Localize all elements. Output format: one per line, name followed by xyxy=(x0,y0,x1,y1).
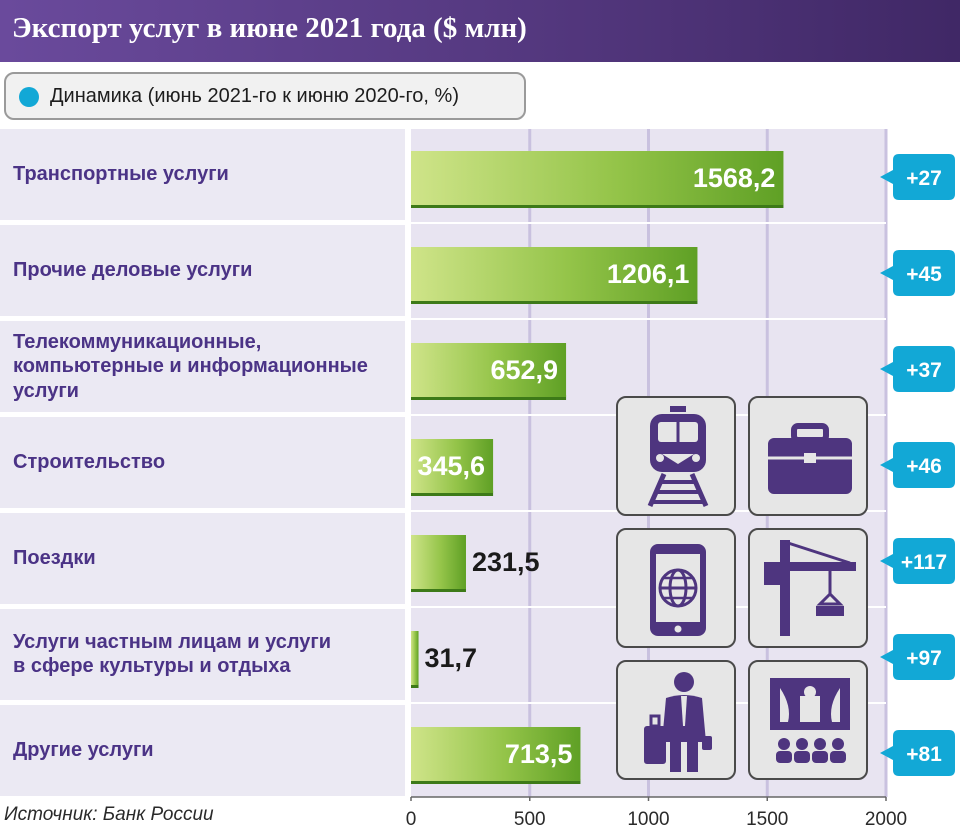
bar xyxy=(411,247,698,301)
category-label-line: компьютерные и информационные xyxy=(13,355,368,378)
bar xyxy=(411,631,419,685)
dynamics-label: +45 xyxy=(906,263,942,286)
bar-value-label: 1206,1 xyxy=(607,259,690,289)
bar xyxy=(411,343,567,397)
category-band xyxy=(0,225,405,316)
category-band xyxy=(0,129,405,220)
category-label: Другие услуги xyxy=(13,738,154,762)
dynamics-label: +81 xyxy=(906,743,942,766)
dynamics-badge xyxy=(880,346,955,392)
category-label-line: Другие услуги xyxy=(13,739,154,762)
category-label: Прочие деловые услуги xyxy=(13,258,252,282)
x-tick-label: 1500 xyxy=(746,809,788,830)
bar-value-label: 652,9 xyxy=(490,355,558,385)
bar-shadow xyxy=(411,395,567,400)
category-label-line: услуги xyxy=(13,379,79,402)
legend-marker xyxy=(19,87,39,107)
category-label-line: Услуги частным лицам и услуги xyxy=(13,631,332,654)
category-band xyxy=(0,417,405,508)
bar xyxy=(411,535,466,589)
category-label: Услуги частным лицам и услуги в сфере кул… xyxy=(13,630,331,679)
dynamics-badge xyxy=(880,634,955,680)
x-tick-label: 500 xyxy=(514,809,546,830)
category-label-line: в сфере культуры и отдыха xyxy=(13,655,291,678)
category-label: Поездки xyxy=(13,546,96,570)
x-tick-label: 0 xyxy=(406,809,417,830)
category-label-line: Транспортные услуги xyxy=(13,163,229,186)
x-tick-label: 2000 xyxy=(865,809,907,830)
dynamics-label: +117 xyxy=(901,551,947,574)
category-band xyxy=(0,513,405,604)
theater-audience-icon xyxy=(748,660,868,780)
smartphone-globe-icon xyxy=(616,528,736,648)
bar-shadow xyxy=(411,683,419,688)
category-label: Строительство xyxy=(13,450,165,474)
category-label-line: Прочие деловые услуги xyxy=(13,259,253,282)
category-band xyxy=(0,609,405,700)
dynamics-label: +46 xyxy=(906,455,942,478)
chart-title: Экспорт услуг в июне 2021 года ($ млн) xyxy=(12,12,527,44)
title-bar: Экспорт услуг в июне 2021 года ($ млн) xyxy=(0,0,960,62)
bar-value-label: 1568,2 xyxy=(693,163,776,193)
dynamics-badge xyxy=(880,154,955,200)
dynamics-label: +37 xyxy=(906,359,942,382)
dynamics-label: +27 xyxy=(906,167,942,190)
traveler-luggage-icon xyxy=(616,660,736,780)
category-label-line: Поездки xyxy=(13,547,96,570)
bar xyxy=(411,439,494,493)
category-label: Телекоммуникационные, компьютерные и инфо… xyxy=(13,330,368,403)
category-label-line: Строительство xyxy=(13,451,166,474)
dynamics-badge xyxy=(880,730,955,776)
category-label: Транспортные услуги xyxy=(13,162,229,186)
bar-value-label: 231,5 xyxy=(472,547,540,577)
bar-value-label: 713,5 xyxy=(505,739,573,769)
legend: Динамика (июнь 2021-го к июню 2020-го, %… xyxy=(4,72,526,120)
bar xyxy=(411,151,784,205)
construction-crane-icon xyxy=(748,528,868,648)
bar-value-label: 31,7 xyxy=(425,643,478,673)
dynamics-badge xyxy=(880,538,955,584)
bar-shadow xyxy=(411,779,581,784)
category-band xyxy=(0,321,405,412)
legend-label: Динамика (июнь 2021-го к июню 2020-го, %… xyxy=(50,85,459,107)
bar-shadow xyxy=(411,587,466,592)
bar-shadow xyxy=(411,203,784,208)
x-tick-label: 1000 xyxy=(627,809,669,830)
category-band xyxy=(0,705,405,796)
dynamics-badge xyxy=(880,250,955,296)
bar xyxy=(411,727,581,781)
dynamics-badge xyxy=(880,442,955,488)
briefcase-icon xyxy=(748,396,868,516)
bar-shadow xyxy=(411,491,494,496)
train-icon xyxy=(616,396,736,516)
category-label-line: Телекоммуникационные, xyxy=(13,330,262,353)
bar-value-label: 345,6 xyxy=(418,451,486,481)
source-note: Источник: Банк России xyxy=(4,804,214,825)
dynamics-label: +97 xyxy=(906,647,942,670)
bar-shadow xyxy=(411,299,698,304)
